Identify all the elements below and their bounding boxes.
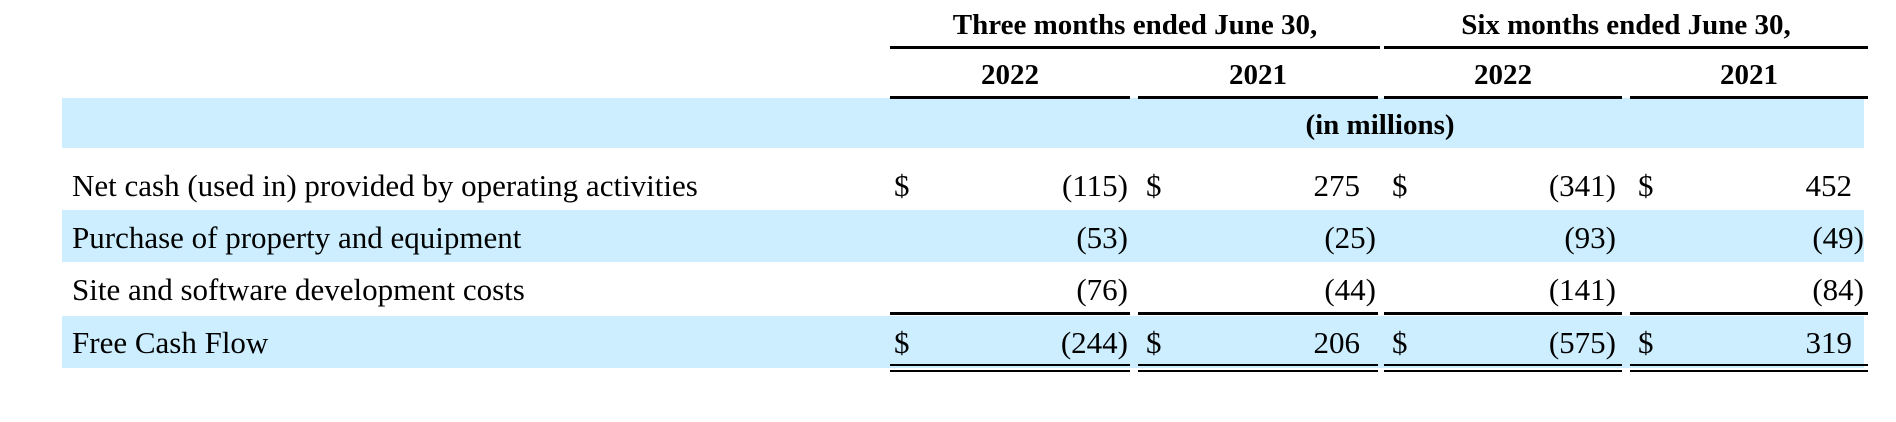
currency-symbol: $ [1638, 168, 1654, 203]
cell-value: 206 [1313, 325, 1361, 360]
units-row-band [62, 98, 1864, 148]
cell-value: (25) [1324, 220, 1376, 255]
row-label-net-cash: Net cash (used in) provided by operating… [72, 168, 698, 203]
total-double-rule [1138, 370, 1378, 372]
cell-value: (341) [1548, 168, 1616, 203]
cell-value: (93) [1564, 220, 1616, 255]
currency-symbol: $ [1146, 168, 1162, 203]
currency-symbol: $ [894, 325, 910, 360]
cell-value: (49) [1812, 220, 1864, 255]
currency-symbol: $ [1392, 168, 1408, 203]
header-group-rule [890, 46, 1380, 49]
row-label-site-software: Site and software development costs [72, 272, 525, 307]
cell-value: (84) [1812, 272, 1864, 307]
header-year: 2021 [1229, 59, 1287, 91]
currency-symbol: $ [1146, 325, 1162, 360]
header-year: 2022 [981, 59, 1039, 91]
total-double-rule [890, 364, 1130, 366]
total-double-rule [890, 370, 1130, 372]
subtotal-rule [1630, 312, 1868, 315]
total-double-rule [1384, 364, 1622, 366]
total-double-rule [1138, 364, 1378, 366]
currency-symbol: $ [1638, 325, 1654, 360]
header-year-rule [1138, 96, 1378, 99]
row-band-purchase [62, 210, 1864, 262]
total-double-rule [1630, 364, 1868, 366]
currency-symbol: $ [894, 168, 910, 203]
row-label-free-cash-flow: Free Cash Flow [72, 325, 269, 360]
cell-value: (76) [1076, 272, 1128, 307]
currency-symbol: $ [1392, 325, 1408, 360]
subtotal-rule [1138, 312, 1378, 315]
header-year-rule [1630, 96, 1868, 99]
cell-value: 452 [1805, 168, 1853, 203]
cell-value: (575) [1548, 325, 1616, 360]
cell-value: 275 [1313, 168, 1361, 203]
cell-value: (53) [1076, 220, 1128, 255]
header-group-three-months: Three months ended June 30, [952, 9, 1318, 41]
header-year: 2022 [1474, 59, 1532, 91]
header-group-rule [1384, 46, 1868, 49]
subtotal-rule [890, 312, 1130, 315]
cell-value: 319 [1805, 325, 1853, 360]
cell-value: (44) [1324, 272, 1376, 307]
subtotal-rule [1384, 312, 1622, 315]
cell-value: (244) [1060, 325, 1128, 360]
row-band-free-cash-flow [62, 316, 1864, 368]
row-label-purchase-property: Purchase of property and equipment [72, 220, 522, 255]
units-note: (in millions) [1305, 109, 1455, 141]
header-year-rule [890, 96, 1130, 99]
header-year: 2021 [1720, 59, 1778, 91]
total-double-rule [1630, 370, 1868, 372]
total-double-rule [1384, 370, 1622, 372]
cell-value: (115) [1062, 168, 1128, 203]
header-year-rule [1384, 96, 1622, 99]
header-group-six-months: Six months ended June 30, [1461, 9, 1791, 41]
cell-value: (141) [1548, 272, 1616, 307]
